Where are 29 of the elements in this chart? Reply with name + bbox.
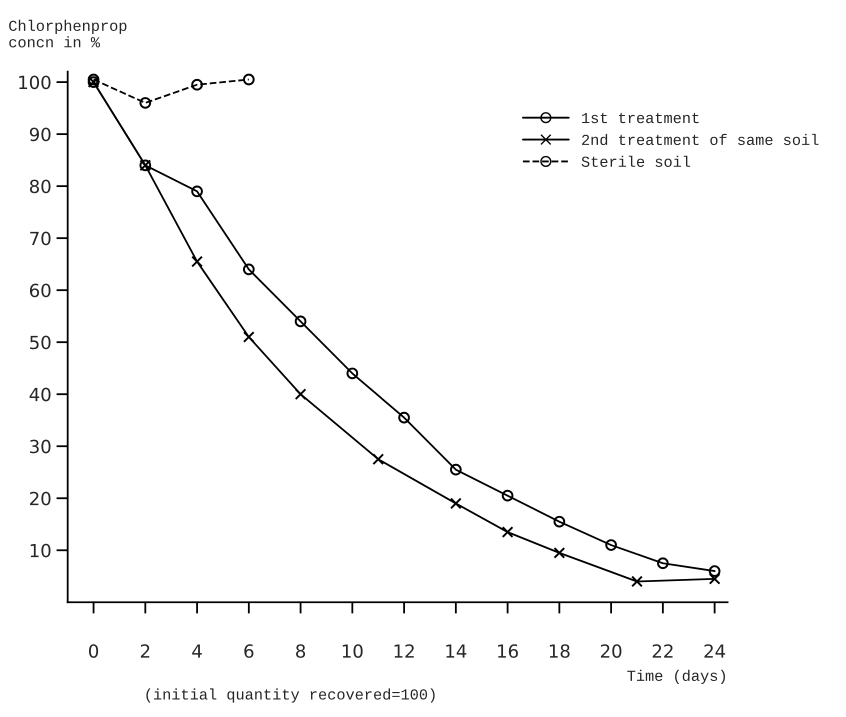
x-tick-label: 12 — [394, 644, 414, 658]
y-tick-label: 40 — [30, 388, 51, 402]
y-tick-label: 10 — [30, 544, 51, 558]
y-tick-label: 70 — [30, 232, 51, 246]
x-tick-label: 6 — [244, 644, 254, 658]
x-tick-label: 2 — [140, 644, 150, 658]
x-tick-label: 20 — [600, 644, 622, 658]
x-tick-label: 16 — [498, 644, 518, 658]
y-tick-label: 100 — [19, 76, 51, 90]
y-tick-label: 20 — [30, 492, 51, 506]
x-tick-label: 14 — [446, 644, 466, 658]
x-tick-label: 18 — [550, 644, 570, 658]
x-tick-label: 22 — [652, 644, 673, 658]
y-tick-label: 50 — [30, 336, 51, 350]
y-tick-label: 90 — [30, 128, 51, 142]
y-tick-label: 30 — [30, 440, 51, 454]
y-axis-title: Chlorphenprop concn in % — [9, 20, 126, 48]
legend-label: 2nd treatment of same soil — [582, 134, 819, 146]
x-tick-label: 24 — [704, 644, 726, 658]
text: (initial quantity recovered=100) — [146, 688, 435, 703]
x-tick-label: 0 — [89, 644, 98, 658]
y-tick-label: 60 — [30, 284, 51, 298]
x-tick-label: 8 — [296, 644, 306, 658]
x-tick-label: 10 — [342, 644, 363, 658]
legend-label: Sterile soil — [582, 156, 690, 167]
legend-label: 1st treatment — [582, 112, 699, 124]
x-tick-label: 4 — [192, 644, 202, 658]
x-axis-title: Time (days) — [627, 670, 725, 684]
y-tick-label: 80 — [30, 180, 51, 194]
